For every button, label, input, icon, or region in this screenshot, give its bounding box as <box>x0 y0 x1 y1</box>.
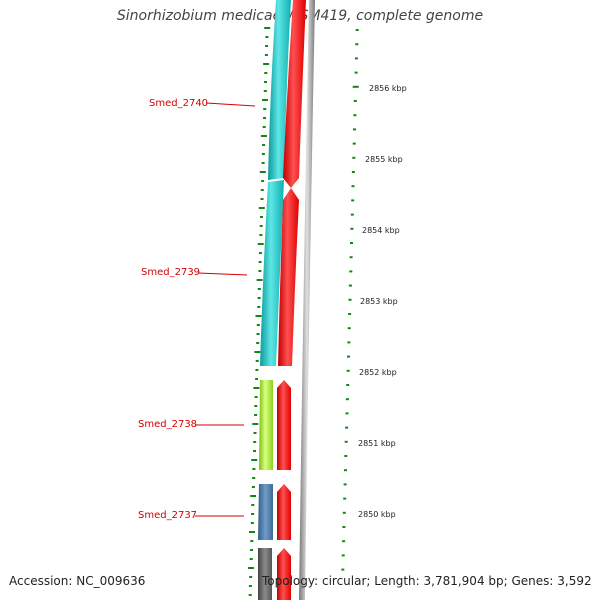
kbp-scale: 2856 kbp 2855 kbp 2854 kbp 2853 kbp 2852… <box>358 84 407 519</box>
gene-label-smed-2737[interactable]: Smed_2737 <box>138 510 244 521</box>
kbp-label: 2853 kbp <box>360 297 398 306</box>
accession-label: Accession: NC_009636 <box>9 574 146 588</box>
gene-label-text: Smed_2737 <box>138 510 197 521</box>
gene-label-text: Smed_2740 <box>149 98 208 109</box>
gene-label-smed-2739[interactable]: Smed_2739 <box>141 267 248 278</box>
topology-label: Topology: circular; Length: 3,781,904 bp… <box>262 574 592 588</box>
gene-label-smed-2738[interactable]: Smed_2738 <box>138 419 244 430</box>
cds-smed-2737[interactable] <box>258 484 273 540</box>
kbp-label: 2850 kbp <box>358 510 396 519</box>
gene-label-text: Smed_2739 <box>141 267 200 278</box>
kbp-label: 2854 kbp <box>362 226 400 235</box>
gc-content-inner-ticks <box>248 27 271 596</box>
kbp-label: 2851 kbp <box>358 439 396 448</box>
kbp-label: 2856 kbp <box>369 84 407 93</box>
cds-smed-2739[interactable] <box>260 180 284 366</box>
gene-label-smed-2740[interactable]: Smed_2740 <box>149 98 256 109</box>
reverse-cds-1[interactable] <box>283 0 306 188</box>
leader-line <box>205 102 256 107</box>
genome-backbone <box>299 0 315 600</box>
kbp-label: 2855 kbp <box>365 155 403 164</box>
kbp-label: 2852 kbp <box>359 368 397 377</box>
cds-smed-2738[interactable] <box>259 380 273 470</box>
cds-smed-2740[interactable] <box>268 0 291 180</box>
reverse-cds-4[interactable] <box>277 484 291 540</box>
gene-label-text: Smed_2738 <box>138 419 197 430</box>
cds-gray-feature[interactable] <box>258 548 272 600</box>
ruler-ticks <box>341 29 359 571</box>
reverse-cds-2[interactable] <box>278 188 299 366</box>
leader-line <box>197 272 248 276</box>
reverse-cds-3[interactable] <box>277 380 291 470</box>
reverse-cds-5[interactable] <box>277 548 291 600</box>
